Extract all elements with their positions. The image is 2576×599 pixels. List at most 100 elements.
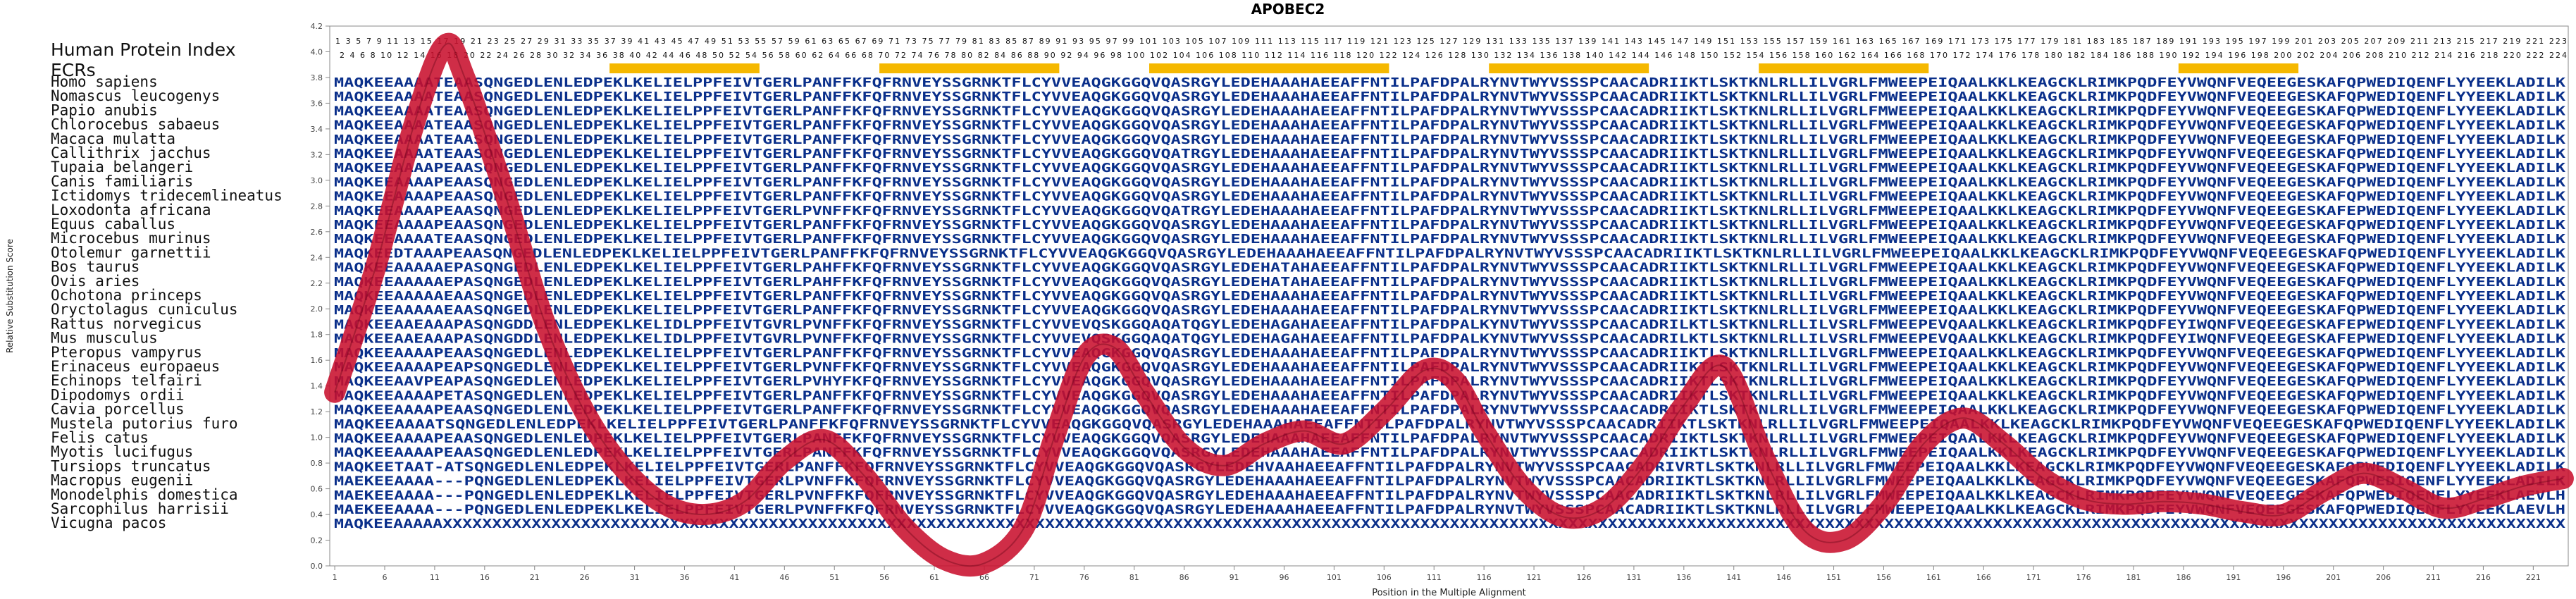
y-tick-label: 1.6 — [311, 356, 323, 365]
y-tick-label: 3.6 — [311, 99, 323, 108]
species-name: Ictidomys tridecemlineatus — [51, 187, 283, 204]
y-tick-label: 2.6 — [311, 228, 323, 237]
substitution-score-line-core — [334, 42, 2564, 567]
species-name: Cavia porcellus — [51, 401, 185, 418]
x-tick-label: 36 — [679, 573, 689, 582]
y-tick-label: 4.2 — [311, 22, 323, 31]
species-sequence: MAQKEEAAAATEAASQNGEDLENLEDPEKLKELIELPPFE… — [334, 118, 2565, 133]
species-name: Monodelphis domestica — [51, 486, 238, 503]
y-tick-label: 1.2 — [311, 407, 323, 416]
species-name: Equus caballus — [51, 216, 175, 233]
y-tick-label: 1.8 — [311, 331, 323, 340]
species-name: Sarcophilus harrisii — [51, 500, 229, 517]
x-tick-label: 176 — [2076, 573, 2091, 582]
x-tick-label: 1 — [333, 573, 338, 582]
y-tick-label: 3.0 — [311, 176, 323, 185]
x-tick-label: 171 — [2026, 573, 2041, 582]
x-axis-label: Position in the Multiple Alignment — [1372, 588, 1526, 598]
x-tick-label: 111 — [1427, 573, 1442, 582]
x-tick-label: 6 — [383, 573, 388, 582]
x-tick-label: 26 — [580, 573, 590, 582]
x-tick-label: 151 — [1826, 573, 1841, 582]
species-sequence: MAQKEEAAAAPEAASQNGEDLENLEDPEKLKELIELPPFE… — [334, 175, 2565, 190]
species-sequence: MAQKEETAAT-ATSQNGEDLENLEDPEKLKELIELPPFEI… — [334, 459, 2565, 474]
species-name: Mustela putorius furo — [51, 415, 238, 432]
ecr-bars — [609, 63, 2299, 73]
y-tick-label: 0.8 — [311, 459, 323, 468]
y-tick-label: 1.4 — [311, 382, 323, 391]
ecr-bar — [2178, 63, 2299, 73]
species-name: Papio anubis — [51, 101, 158, 118]
species-sequence: MAQKEEAAAAAEAASQNGEDLENLEDPEKLKELIELPPFE… — [334, 289, 2565, 304]
y-tick-label: 1.0 — [311, 433, 323, 443]
x-tick-label: 96 — [1279, 573, 1289, 582]
y-tick-label: 3.8 — [311, 73, 323, 82]
species-sequence: MAQKEEAAAATEAASQNGEDLENLEDPEKLKELIELPPFE… — [334, 232, 2565, 247]
species-name: Ovis aries — [51, 273, 140, 290]
substitution-score-line-path — [324, 32, 2574, 577]
x-tick-label: 136 — [1676, 573, 1691, 582]
species-name: Felis catus — [51, 429, 149, 446]
x-tick-label: 186 — [2176, 573, 2191, 582]
species-sequence: MAQKEEAAAAPEAASQNGEDLENLEDPEKLKELIELPPFE… — [334, 218, 2565, 233]
species-name: Ochotona princeps — [51, 287, 202, 304]
species-name: Myotis lucifugus — [51, 443, 193, 460]
x-tick-label: 191 — [2226, 573, 2241, 582]
species-sequence: MAQKEEAAAATEAASQNGEDLENLEDPEKLKELIELPPFE… — [334, 104, 2565, 118]
species-sequence: MAQKEEAAAAPEAASQNGEDLENLEDPEKLKELIELPPFE… — [334, 431, 2565, 446]
x-tick-label: 101 — [1327, 573, 1342, 582]
x-tick-label: 41 — [729, 573, 739, 582]
x-axis-ticks: 1 6 11 16 21 26 31 36 41 46 51 56 61 66 71 76 81 86 91 96 10… — [333, 566, 2541, 582]
y-tick-label: 2.4 — [311, 253, 323, 262]
x-tick-label: 81 — [1129, 573, 1139, 582]
y-tick-label: 3.4 — [311, 125, 323, 134]
species-name: Canis familiaris — [51, 173, 193, 190]
ecr-bar — [1149, 63, 1389, 73]
species-name: Tursiops truncatus — [51, 457, 211, 474]
species-sequence: MAQKEEAAAAPEAASQNGEDLENLEDPEKLKELIELPPFE… — [334, 161, 2565, 175]
species-sequence: MAEKEEAAAA---PQNGEDLENLEDPEKLKELIELPPFEI… — [334, 474, 2565, 489]
x-tick-label: 166 — [1976, 573, 1991, 582]
substitution-score-line — [324, 32, 2574, 577]
y-tick-label: 0.2 — [311, 536, 323, 545]
x-tick-label: 221 — [2526, 573, 2541, 582]
x-tick-label: 71 — [1029, 573, 1039, 582]
species-name: Nomascus leucogenys — [51, 87, 220, 104]
x-tick-label: 46 — [779, 573, 789, 582]
species-name: Erinaceus europaeus — [51, 358, 220, 375]
species-name: Macaca mulatta — [51, 130, 175, 147]
species-sequence: MAQKEEAAAATSQNGEDLENLEDPEKLKELIELPPFEIVT… — [334, 417, 2565, 432]
species-name: Echinops telfairi — [51, 372, 202, 389]
species-sequence: MAQKEEAAAAAEPASQNGEDLENLEDPEKLKELIELPPFE… — [334, 261, 2565, 276]
x-tick-label: 86 — [1179, 573, 1189, 582]
x-tick-label: 121 — [1527, 573, 1542, 582]
species-name: Chlorocebus sabaeus — [51, 116, 220, 133]
y-axis-ticks: 0.0 0.2 0.4 0.6 0.8 1.0 1.2 1.4 1.6 1.8 2.0 2.2 2.4 2… — [311, 22, 330, 571]
x-tick-label: 66 — [979, 573, 989, 582]
x-tick-label: 21 — [530, 573, 540, 582]
x-tick-label: 11 — [430, 573, 440, 582]
species-name: Mus musculus — [51, 330, 158, 347]
species-name: Macropus eugenii — [51, 472, 193, 489]
ecr-bar — [609, 63, 760, 73]
species-name: Loxodonta africana — [51, 202, 211, 218]
species-sequence: MAQKEEAAAATEAASQNGEDLENLEDPEKLKELIELPPFE… — [334, 75, 2565, 90]
x-tick-label: 206 — [2376, 573, 2391, 582]
x-tick-label: 56 — [879, 573, 889, 582]
x-tick-label: 31 — [630, 573, 640, 582]
species-sequence: MAQKEEAAEAAAPASQNGDDLENLEDPEKLKELIDLPPFE… — [334, 332, 2565, 347]
x-tick-label: 131 — [1626, 573, 1641, 582]
species-name: Tupaia belangeri — [51, 159, 193, 175]
x-tick-label: 216 — [2476, 573, 2491, 582]
x-tick-label: 201 — [2326, 573, 2341, 582]
species-sequence: MAQKEEAAAAAEAASQNGEDLENLEDPEKLKELIELPPFE… — [334, 303, 2565, 318]
ecr-bar — [879, 63, 1060, 73]
species-sequence: MAQKEEAAAAPEAASQNGEDLENLEDPEKLKELIELPPFE… — [334, 204, 2565, 218]
species-name: Microcebus murinus — [51, 230, 211, 247]
species-sequence: MAQKEEAAAATEAASQNGEDLENLEDPEKLKELIELPPFE… — [334, 147, 2565, 161]
species-name: Oryctolagus cuniculus — [51, 301, 238, 318]
x-tick-label: 116 — [1477, 573, 1492, 582]
y-tick-label: 3.2 — [311, 150, 323, 159]
x-tick-label: 161 — [1926, 573, 1941, 582]
